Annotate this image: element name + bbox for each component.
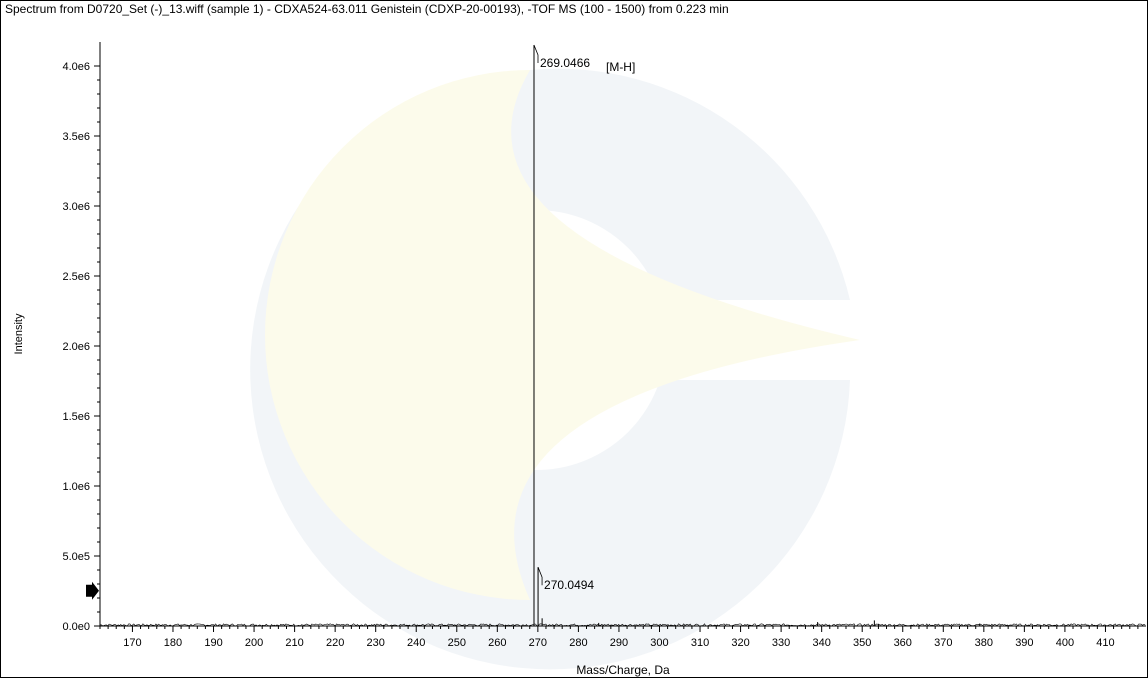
y-tick-label: 4.0e6 xyxy=(62,61,90,73)
axes xyxy=(99,42,1146,627)
y-tick-label: 0.0e0 xyxy=(62,621,90,633)
peak-label-leader xyxy=(533,44,539,63)
y-tick-label: 3.5e6 xyxy=(62,131,90,143)
x-tick-label: 350 xyxy=(853,637,871,649)
y-tick-label: 1.5e6 xyxy=(62,411,90,423)
baseline-noise xyxy=(99,623,1146,627)
watermark-logo xyxy=(250,68,860,670)
peak-label: 269.0466 xyxy=(540,56,590,70)
y-ticks: 0.0e0 5.0e5 1.0e6 1.5e6 2.0e6 2.5e6 3.0e6 3.5e6… xyxy=(62,61,100,633)
y-axis-label: Intensity xyxy=(13,313,25,354)
x-axis-label: Mass/Charge, Da xyxy=(576,663,670,677)
x-tick-label: 320 xyxy=(731,637,749,649)
x-tick-label: 330 xyxy=(772,637,790,649)
x-tick-label: 170 xyxy=(123,637,141,649)
x-tick-label: 390 xyxy=(1015,637,1033,649)
peak-labels: 269.0466 [M-H] 270.0494 xyxy=(533,44,635,592)
x-tick-label: 300 xyxy=(650,637,668,649)
peak-annotation: [M-H] xyxy=(606,60,635,74)
x-tick-label: 210 xyxy=(285,637,303,649)
x-ticks: 170 180 190 200 210 220 230 240 250 260 270 280 290 3… xyxy=(99,626,1139,649)
chart-title: Spectrum from D0720_Set (-)_13.wiff (sam… xyxy=(5,2,729,16)
x-tick-label: 260 xyxy=(488,637,506,649)
x-tick-label: 280 xyxy=(569,637,587,649)
peak-label: 270.0494 xyxy=(544,578,594,592)
peak-label-leader xyxy=(537,567,543,586)
x-tick-label: 200 xyxy=(245,637,263,649)
x-tick-label: 270 xyxy=(529,637,547,649)
x-tick-label: 180 xyxy=(164,637,182,649)
peaks xyxy=(533,45,981,626)
x-tick-label: 360 xyxy=(894,637,912,649)
x-tick-label: 290 xyxy=(610,637,628,649)
x-tick-label: 310 xyxy=(691,637,709,649)
y-tick-label: 2.0e6 xyxy=(62,341,90,353)
x-tick-label: 220 xyxy=(326,637,344,649)
y-tick-label: 1.0e6 xyxy=(62,481,90,493)
x-tick-label: 410 xyxy=(1096,637,1114,649)
y-tick-label: 5.0e5 xyxy=(62,551,90,563)
threshold-arrow-icon[interactable] xyxy=(86,581,99,600)
x-tick-label: 380 xyxy=(975,637,993,649)
x-tick-label: 340 xyxy=(812,637,830,649)
x-tick-label: 400 xyxy=(1056,637,1074,649)
y-tick-label: 2.5e6 xyxy=(62,271,90,283)
x-tick-label: 190 xyxy=(204,637,222,649)
x-tick-label: 250 xyxy=(448,637,466,649)
x-tick-label: 230 xyxy=(367,637,385,649)
x-tick-label: 240 xyxy=(407,637,425,649)
y-tick-label: 3.0e6 xyxy=(62,201,90,213)
x-tick-label: 370 xyxy=(934,637,952,649)
noise-trace xyxy=(99,623,1146,627)
